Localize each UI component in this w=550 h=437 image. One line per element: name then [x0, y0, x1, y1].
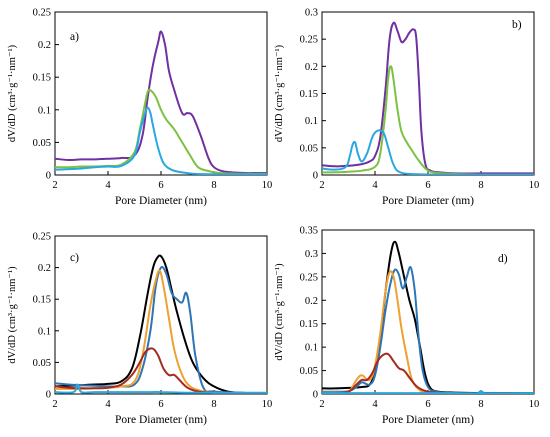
- x-axis-title: Pore Diameter (nm): [115, 195, 207, 207]
- panel-b: 0 0.05 0.1 0.15 0.2 0.25 0.3 2 4 6 8 10 Pore Diamete…: [274, 8, 539, 208]
- x-tick-label: 6: [158, 399, 163, 410]
- x-tick-label: 6: [425, 399, 430, 410]
- x-tick-label: 8: [211, 399, 216, 410]
- y-tick-label: 0.15: [33, 295, 51, 306]
- x-tick-label: 4: [372, 180, 378, 191]
- panel-letter: c): [70, 252, 79, 264]
- panel-c: 0 0.05 0.1 0.15 0.2 0.25 2 4 6 8 10 Pore Diameter (…: [7, 232, 272, 427]
- series-line-2: [55, 88, 267, 175]
- x-axis-title: Pore Diameter (nm): [382, 195, 474, 207]
- y-tick-label: 0.35: [300, 226, 318, 237]
- y-tick-label: 0: [46, 390, 51, 401]
- y-tick-label: 0.2: [38, 40, 51, 51]
- y-tick-label: 0.1: [305, 116, 318, 127]
- x-tick-label: 10: [529, 399, 540, 410]
- series-line-5: [322, 390, 534, 394]
- series-line-5: [55, 383, 267, 394]
- series-line-2: [322, 266, 534, 394]
- x-tick-label: 2: [319, 399, 324, 410]
- series-group: [322, 240, 534, 394]
- x-tick-label: 8: [478, 180, 483, 191]
- y-tick-label: 0.2: [305, 296, 318, 307]
- y-axis-title: dV/dD (cm³·g⁻¹·nm⁻¹): [7, 266, 18, 364]
- panel-a: 0 0.05 0.1 0.15 0.2 0.25 2 4 6 8 10 Pore Diameter (…: [7, 8, 272, 208]
- y-tick-label: 0: [313, 390, 318, 401]
- x-tick-label: 2: [319, 180, 324, 191]
- x-tick-label: 4: [105, 180, 111, 191]
- series-line-1: [55, 254, 267, 394]
- panel-letter: b): [512, 19, 522, 31]
- series-line-3: [55, 269, 267, 394]
- x-tick-label: 6: [158, 180, 163, 191]
- y-tick-label: 0.2: [305, 62, 318, 73]
- series-line-3: [55, 106, 267, 175]
- y-tick-label: 0.1: [305, 343, 318, 354]
- y-tick-label: 0.25: [300, 35, 318, 46]
- series-group: [55, 254, 267, 394]
- plot-frame: [54, 11, 268, 176]
- plot-frame: [54, 235, 268, 395]
- series-line-4: [55, 347, 267, 394]
- y-tick-label: 0: [46, 171, 51, 182]
- series-line-2: [322, 65, 534, 175]
- x-tick-label: 4: [105, 399, 111, 410]
- series-group: [55, 30, 267, 175]
- series-group: [322, 21, 534, 175]
- plot-frame: [321, 11, 535, 176]
- y-tick-label: 0.25: [33, 8, 51, 19]
- y-tick-label: 0.3: [305, 249, 318, 260]
- y-tick-label: 0.3: [305, 8, 318, 19]
- y-tick-label: 0.2: [38, 263, 51, 274]
- y-tick-label: 0: [313, 171, 318, 182]
- y-tick-label: 0.05: [33, 358, 51, 369]
- x-tick-label: 2: [52, 399, 57, 410]
- series-line-1: [322, 21, 534, 175]
- y-tick-label: 0.25: [33, 232, 51, 243]
- panel-d: 0 0.05 0.1 0.15 0.2 0.25 0.3 0.35 2 4 6 8 10 Pore Dia…: [274, 226, 539, 427]
- y-tick-label: 0.1: [38, 105, 51, 116]
- x-tick-label: 2: [52, 180, 57, 191]
- y-tick-label: 0.1: [38, 326, 51, 337]
- x-tick-label: 10: [262, 399, 273, 410]
- y-tick-label: 0.05: [300, 143, 318, 154]
- y-tick-label: 0.05: [300, 366, 318, 377]
- y-axis-title: dV/dD (cm³·g⁻¹·nm⁻¹): [274, 44, 285, 142]
- y-tick-label: 0.25: [300, 272, 318, 283]
- y-axis-title: dV/dD (cm³·g⁻¹·nm⁻¹): [274, 263, 285, 361]
- panel-letter: d): [498, 253, 508, 265]
- x-tick-label: 10: [262, 180, 273, 191]
- y-tick-label: 0.15: [33, 73, 51, 84]
- y-tick-label: 0.05: [33, 138, 51, 149]
- series-line-2: [55, 265, 267, 394]
- panel-letter: a): [70, 31, 79, 43]
- x-tick-label: 10: [529, 180, 540, 191]
- y-tick-label: 0.15: [300, 89, 318, 100]
- series-line-3: [322, 270, 534, 394]
- x-tick-label: 8: [478, 399, 483, 410]
- series-line-3: [322, 129, 534, 175]
- y-axis-title: dV/dD (cm³·g⁻¹·nm⁻¹): [7, 44, 18, 142]
- x-tick-label: 4: [372, 399, 378, 410]
- x-axis-title: Pore Diameter (nm): [382, 414, 474, 426]
- series-line-1: [55, 30, 267, 175]
- x-tick-label: 6: [425, 180, 430, 191]
- x-axis-title: Pore Diameter (nm): [115, 414, 207, 426]
- x-tick-label: 8: [211, 180, 216, 191]
- y-tick-label: 0.15: [300, 319, 318, 330]
